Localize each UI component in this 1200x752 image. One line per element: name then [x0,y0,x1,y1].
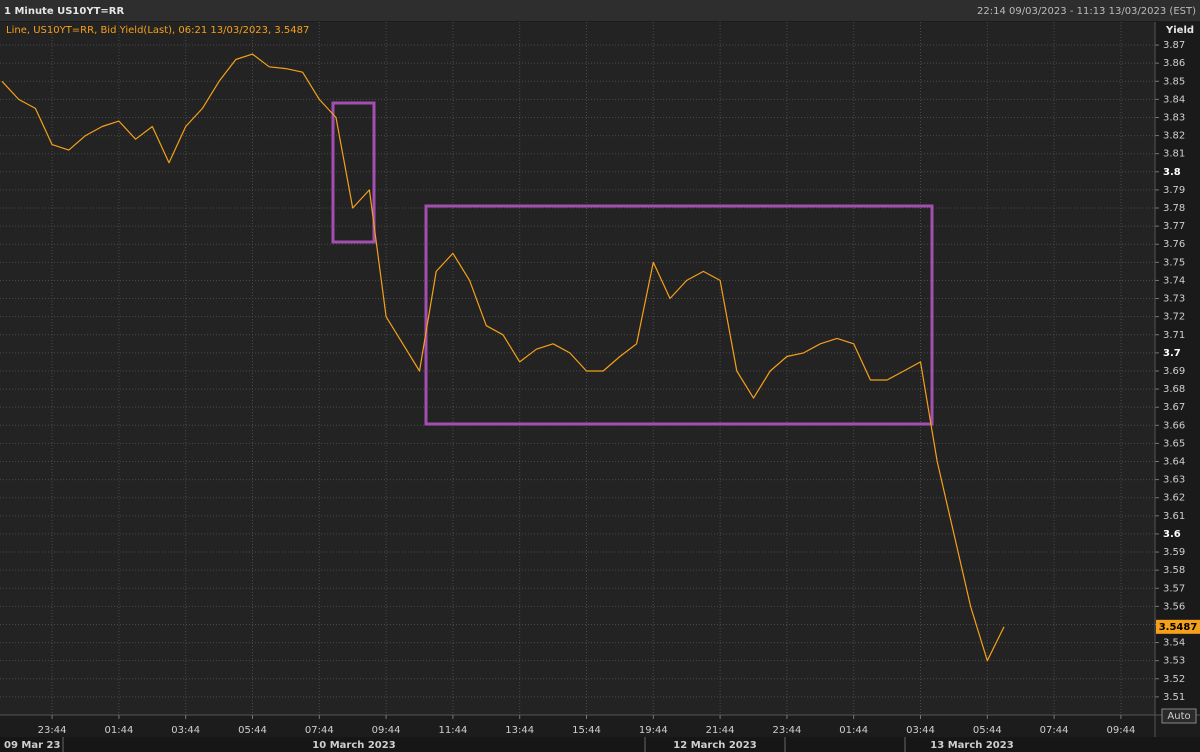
plot-area [0,22,1155,715]
y-tick-label: 3.63 [1163,475,1185,486]
date-label: 13 March 2023 [930,740,1013,751]
line-series [1,53,1005,662]
y-tick-label: 3.69 [1163,366,1185,377]
x-tick-label: 13:44 [505,725,534,736]
x-tick-label: 09:44 [372,725,401,736]
y-tick-label: 3.77 [1163,221,1185,232]
y-tick-label: 3.62 [1163,493,1185,504]
auto-button[interactable] [1161,708,1197,724]
y-tick-label: 3.8 [1163,167,1181,178]
y-tick-label: 3.53 [1163,656,1185,667]
y-tick-label: 3.56 [1163,601,1185,612]
y-tick-label: 3.85 [1163,76,1185,87]
grid [0,22,1155,715]
date-label: 12 March 2023 [673,740,756,751]
x-tick-label: 07:44 [305,725,334,736]
x-tick-label: 05:44 [973,725,1002,736]
y-tick-label: 3.81 [1163,149,1185,160]
x-tick-label: 15:44 [572,725,601,736]
x-tick-label: 09:44 [1106,725,1135,736]
y-tick-label: 3.74 [1163,275,1185,286]
y-tick-label: 3.6 [1163,529,1181,540]
y-tick-label: 3.75 [1163,257,1185,268]
header-bar [0,0,1200,21]
y-tick-label: 3.84 [1163,94,1185,105]
date-range: 22:14 09/03/2023 - 11:13 13/03/2023 (EST… [977,6,1196,17]
x-tick-label: 01:44 [839,725,868,736]
x-tick-label: 07:44 [1040,725,1069,736]
y-tick-label: 3.67 [1163,402,1185,413]
y-tick-label: 3.68 [1163,384,1185,395]
x-tick-label: 23:44 [38,725,67,736]
y-axis-panel [1155,22,1200,715]
chart-title: 1 Minute US10YT=RR [4,6,124,17]
y-tick-label: 3.54 [1163,638,1185,649]
date-row [0,737,1200,752]
date-label: 09 Mar 23 [4,740,60,751]
date-label: 10 March 2023 [312,740,395,751]
y-tick-label: 3.57 [1163,583,1185,594]
y-tick-label: 3.87 [1163,40,1185,51]
y-tick-label: 3.78 [1163,203,1185,214]
y-tick-label: 3.83 [1163,112,1185,123]
x-tick-label: 03:44 [906,725,935,736]
y-tick-label: 3.72 [1163,312,1185,323]
y-tick-label: 3.59 [1163,547,1185,558]
y-tick-label: 3.64 [1163,457,1185,468]
annotation-box [424,204,934,426]
y-tick-label: 3.66 [1163,420,1185,431]
x-tick-label: 21:44 [706,725,735,736]
y-tick-label: 3.51 [1163,692,1185,703]
last-value-label: 3.5487 [1159,622,1198,633]
y-tick-label: 3.52 [1163,674,1185,685]
y-tick-label: 3.86 [1163,58,1185,69]
x-tick-label: 03:44 [171,725,200,736]
y-tick-label: 3.82 [1163,131,1185,142]
last-value-box [1156,619,1200,634]
x-tick-label: 11:44 [438,725,467,736]
y-tick-label: 3.73 [1163,294,1185,305]
y-tick-label: 3.65 [1163,438,1185,449]
y-tick-label: 3.79 [1163,185,1185,196]
y-tick-label: 3.7 [1163,348,1181,359]
auto-button-label[interactable]: Auto [1167,711,1190,722]
x-tick-label: 23:44 [772,725,801,736]
y-tick-label: 3.58 [1163,565,1185,576]
legend-entry: Line, US10YT=RR, Bid Yield(Last), 06:21 … [6,25,309,36]
y-tick-label: 3.76 [1163,239,1185,250]
y-tick-label: 3.71 [1163,330,1185,341]
y-axis-label: Yield [1165,25,1194,36]
x-tick-label: 19:44 [639,725,668,736]
y-tick-label: 3.61 [1163,511,1185,522]
annotation-box [331,101,376,244]
x-tick-label: 01:44 [104,725,133,736]
x-tick-label: 05:44 [238,725,267,736]
